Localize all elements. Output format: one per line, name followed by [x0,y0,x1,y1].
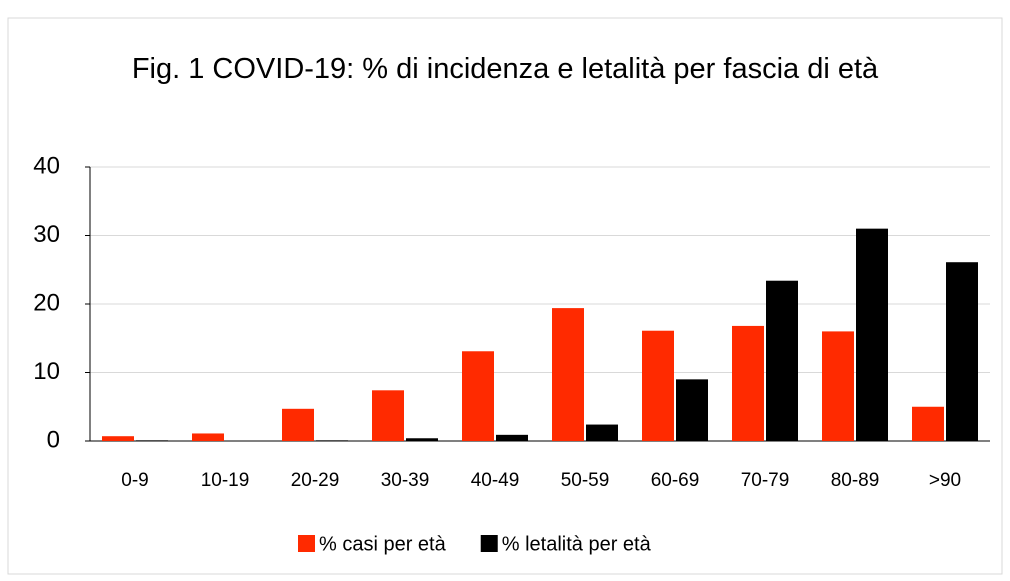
x-tick-label: 20-29 [291,470,340,491]
bar [282,408,314,441]
x-tick-label: 40-49 [471,470,520,491]
x-tick-label: 30-39 [381,470,430,491]
bar [316,440,348,441]
x-tick-label: 80-89 [831,470,880,491]
y-tick-label: 40 [33,152,60,179]
bar [462,351,494,441]
y-tick-label: 0 [47,426,60,453]
bar [102,436,134,441]
x-tick-label: 10-19 [201,470,250,491]
x-tick-label: >90 [929,470,961,491]
bar [912,406,944,441]
legend-swatch [298,535,315,552]
bar [642,330,674,441]
bar [822,331,854,441]
chart-border [7,17,1003,575]
x-tick-label: 0-9 [121,470,148,491]
bar [192,433,224,441]
x-tick-label: 70-79 [741,470,790,491]
bar [136,440,168,441]
y-tick-label: 20 [33,289,60,316]
chart-title: Fig. 1 COVID-19: % di incidenza e letali… [131,53,879,85]
legend-swatch [480,535,498,552]
bar [552,308,584,441]
x-tick-label: 50-59 [561,470,610,491]
bar [496,434,528,441]
bar [856,228,888,441]
bar [586,424,618,441]
y-tick-label: 10 [33,358,60,385]
legend-label: % letalità per età [502,533,652,555]
bar [766,280,798,441]
legend-label: % casi per età [319,533,447,555]
bar [946,262,978,441]
bar [372,390,404,441]
bar [406,438,438,441]
x-tick-label: 60-69 [651,470,700,491]
bar [732,325,764,441]
y-tick-label: 30 [33,221,60,248]
bar [676,379,708,441]
